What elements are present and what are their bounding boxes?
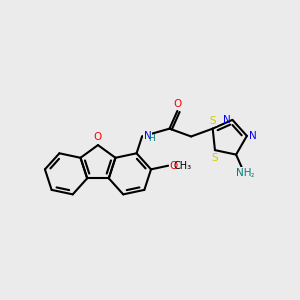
Text: ₂: ₂ xyxy=(251,170,254,179)
Text: CH₃: CH₃ xyxy=(173,161,191,171)
Text: NH: NH xyxy=(236,167,252,178)
Text: O: O xyxy=(94,132,102,142)
Text: H: H xyxy=(148,134,154,143)
Text: S: S xyxy=(209,116,216,126)
Text: N: N xyxy=(223,115,230,125)
Text: S: S xyxy=(212,153,218,163)
Text: N: N xyxy=(249,131,256,141)
Text: O: O xyxy=(169,161,178,171)
Text: O: O xyxy=(173,99,182,109)
Text: N: N xyxy=(144,131,152,142)
